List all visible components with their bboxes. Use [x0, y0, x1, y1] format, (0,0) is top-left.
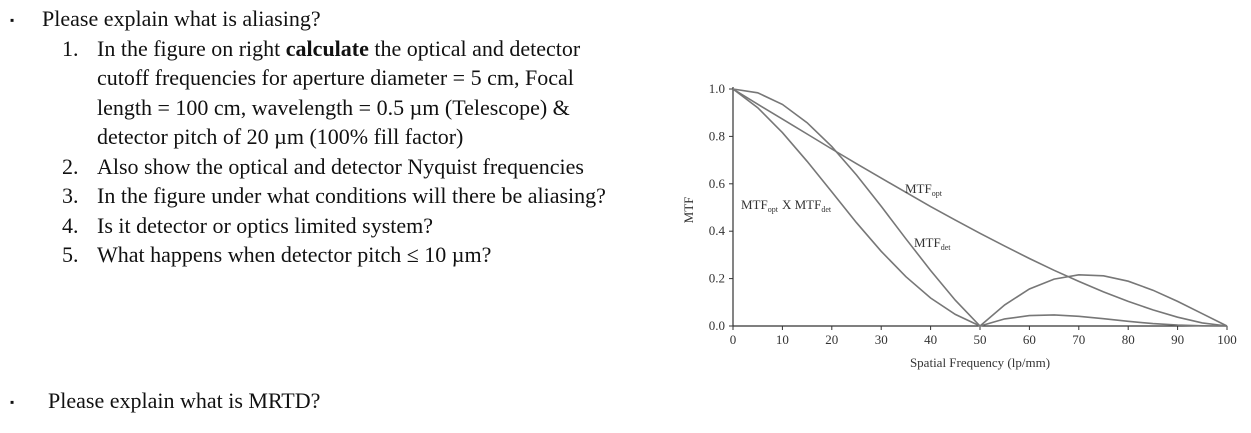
- x-tick-label: 0: [730, 332, 737, 347]
- bullet-text: Please explain what is aliasing?: [42, 6, 321, 31]
- item-text-part: Also show the optical and detector Nyqui…: [97, 153, 584, 179]
- item-text-part: the optical and detector cutoff frequenc…: [97, 35, 581, 150]
- item-text-part: In the figure under what conditions will…: [97, 183, 606, 208]
- curve: [732, 88, 1228, 327]
- item-text: In the figure under what conditions will…: [97, 181, 610, 211]
- label-main: MTF: [905, 181, 932, 196]
- y-tick-label: 0.8: [709, 128, 725, 143]
- item-number: 2.: [62, 153, 79, 179]
- x-axis-label: Spatial Frequency (lp/mm): [910, 355, 1050, 370]
- y-tick-label: 0.2: [709, 271, 725, 286]
- curve: [732, 88, 1228, 327]
- item-text: Is it detector or optics limited system?: [97, 211, 610, 241]
- item-number: 1.: [62, 35, 79, 61]
- y-tick-label: 1.0: [709, 81, 725, 96]
- list-item: 5. What happens when detector pitch ≤ 10 …: [62, 240, 610, 270]
- curve-label: MTFopt X MTFdet: [741, 197, 832, 214]
- label-sub: opt: [768, 205, 779, 214]
- item-text: In the figure on right calculate the opt…: [97, 34, 610, 152]
- bullet-mark: ▪: [10, 395, 15, 409]
- label-main: X MTF: [782, 197, 821, 212]
- item-text: Also show the optical and detector Nyqui…: [97, 152, 610, 182]
- curve-label: MTFdet: [914, 235, 951, 252]
- x-tick-label: 80: [1122, 332, 1135, 347]
- x-tick-label: 10: [776, 332, 789, 347]
- item-number: 5.: [62, 242, 79, 267]
- x-tick-label: 50: [974, 332, 987, 347]
- list-item: 1. In the figure on right calculate the o…: [62, 34, 610, 152]
- label-sub: det: [941, 243, 952, 252]
- bullet-mark: ▪: [10, 13, 15, 27]
- item-text-part: calculate: [285, 35, 369, 61]
- label-main: MTF: [741, 197, 768, 212]
- y-tick-label: 0.6: [709, 176, 726, 191]
- label-main: MTF: [914, 235, 941, 250]
- y-tick-label: 0.4: [709, 223, 726, 238]
- item-text-part: In the figure on right: [97, 35, 286, 61]
- y-tick-label: 0.0: [709, 318, 725, 333]
- x-tick-label: 20: [825, 332, 838, 347]
- x-tick-label: 30: [875, 332, 888, 347]
- item-number: 4.: [62, 212, 79, 238]
- y-axis-label: MTF: [681, 197, 696, 224]
- item-text-part: What happens when detector pitch ≤ 10 µm…: [97, 242, 492, 267]
- list-item: 3. In the figure under what conditions wi…: [62, 181, 610, 211]
- label-sub: det: [821, 205, 832, 214]
- x-tick-label: 100: [1217, 332, 1237, 347]
- item-text: What happens when detector pitch ≤ 10 µm…: [97, 240, 610, 270]
- x-tick-label: 70: [1072, 332, 1085, 347]
- curve-label: MTFopt: [905, 181, 943, 198]
- bullet-text: Please explain what is MRTD?: [48, 388, 321, 413]
- x-tick-label: 40: [924, 332, 937, 347]
- list-item: 4. Is it detector or optics limited syste…: [62, 211, 610, 241]
- item-number: 3.: [62, 183, 79, 208]
- x-tick-label: 60: [1023, 332, 1036, 347]
- x-tick-label: 90: [1171, 332, 1184, 347]
- label-sub: opt: [932, 189, 943, 198]
- list-item: 2. Also show the optical and detector Nyq…: [62, 152, 610, 182]
- item-text-part: Is it detector or optics limited system?: [97, 212, 434, 238]
